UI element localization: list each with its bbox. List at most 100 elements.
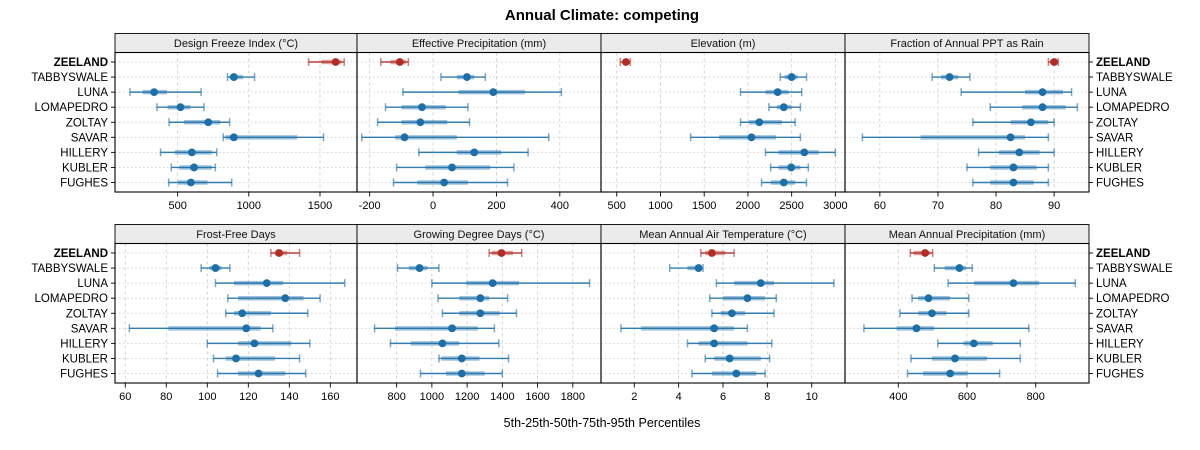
median-dot xyxy=(242,324,251,333)
panel-frost-free-days: Frost-Free Days 60 80 100 120 140 160 ZEELAND TA… xyxy=(31,224,358,403)
row-label-left: SAVAR xyxy=(71,132,108,144)
median-dot xyxy=(710,324,719,333)
median-dot xyxy=(187,148,196,157)
median-dot xyxy=(281,294,290,303)
median-dot xyxy=(488,279,497,288)
tick-label: 600 xyxy=(958,391,976,403)
chart-title: Annual Climate: competing xyxy=(505,7,699,24)
tick-label: 1200 xyxy=(455,391,479,403)
tick-label: 1000 xyxy=(648,200,672,212)
median-dot xyxy=(946,369,955,378)
median-dot xyxy=(1050,58,1059,66)
tick-label: 200 xyxy=(487,200,505,212)
row-label-left: LUNA xyxy=(77,278,108,290)
median-dot xyxy=(800,148,809,157)
median-dot xyxy=(727,309,736,318)
strip-title: Growing Degree Days (°C) xyxy=(414,229,545,241)
median-dot xyxy=(1015,148,1024,157)
tick-label: 10 xyxy=(806,391,818,403)
tick-label: 800 xyxy=(387,391,405,403)
median-dot xyxy=(416,118,425,127)
row-label-left: ZOLTAY xyxy=(66,117,109,129)
row-label-left: KUBLER xyxy=(62,162,108,174)
median-dot xyxy=(497,249,506,257)
panel-fraction-of-annual-ppt-as-rain: Fraction of Annual PPT as Rain 60 70 80 90 ZE… xyxy=(844,33,1173,212)
row-label-right: LOMAPEDRO xyxy=(1096,102,1170,114)
panel-mean-annual-air-temperature-c-: Mean Annual Air Temperature (°C) 2 4 6 8 10 xyxy=(600,224,846,403)
tick-label: 400 xyxy=(551,200,569,212)
median-dot xyxy=(150,88,159,97)
tick-label: 1400 xyxy=(490,391,514,403)
panel-border xyxy=(844,242,1090,384)
median-dot xyxy=(787,163,796,172)
row-label-right: HILLERY xyxy=(1096,147,1144,159)
median-dot xyxy=(238,309,247,318)
strip-title: Elevation (m) xyxy=(691,38,756,50)
median-dot xyxy=(331,58,340,66)
tick-label: 1800 xyxy=(561,391,585,403)
median-dot xyxy=(912,324,921,333)
median-dot xyxy=(229,133,238,142)
tick-label: 70 xyxy=(932,200,944,212)
row-label-left: ZEELAND xyxy=(54,57,108,69)
median-dot xyxy=(945,73,954,81)
median-dot xyxy=(275,249,283,257)
tick-label: 90 xyxy=(1048,200,1060,212)
median-dot xyxy=(186,178,195,187)
row-label-right: ZOLTAY xyxy=(1096,117,1139,129)
tick-label: 60 xyxy=(119,391,131,403)
median-dot xyxy=(476,309,485,318)
row-label-left: KUBLER xyxy=(62,353,108,365)
row-label-right: SAVAR xyxy=(1096,323,1133,335)
row-label-right: KUBLER xyxy=(1096,162,1142,174)
tick-label: 500 xyxy=(608,200,626,212)
tick-label: 100 xyxy=(198,391,216,403)
row-label-right: LUNA xyxy=(1096,278,1127,290)
tick-label: 2500 xyxy=(779,200,803,212)
median-dot xyxy=(779,103,788,112)
median-dot xyxy=(969,339,978,348)
median-dot xyxy=(476,294,485,303)
row-label-right: TABBYSWALE xyxy=(1096,263,1173,275)
tick-label: 500 xyxy=(168,200,186,212)
median-dot xyxy=(622,58,630,66)
panel-mean-annual-precipitation-mm-: Mean Annual Precipitation (mm) 400 600 800 Z… xyxy=(844,224,1173,403)
median-dot xyxy=(747,133,756,142)
median-dot xyxy=(262,279,271,288)
median-dot xyxy=(470,148,479,157)
median-dot xyxy=(448,324,457,333)
tick-label: 1000 xyxy=(420,391,444,403)
row-label-left: FUGHES xyxy=(60,369,108,381)
median-dot xyxy=(418,103,426,112)
panel-elevation-m-: Elevation (m) 500 1000 1500 2000 2500 3000 xyxy=(600,33,848,212)
tick-label: 400 xyxy=(889,391,907,403)
median-dot xyxy=(1009,178,1018,187)
row-label-right: FUGHES xyxy=(1096,178,1144,190)
strip-title: Design Freeze Index (°C) xyxy=(174,38,298,50)
strip-title: Frost-Free Days xyxy=(196,229,276,241)
row-label-right: TABBYSWALE xyxy=(1096,72,1173,84)
row-label-right: ZEELAND xyxy=(1096,57,1150,69)
row-label-left: HILLERY xyxy=(60,338,108,350)
panel-border xyxy=(844,51,1090,193)
row-label-left: HILLERY xyxy=(60,147,108,159)
tick-label: 120 xyxy=(239,391,257,403)
panel-effective-precipitation-mm-: Effective Precipitation (mm) -200 0 200 400 xyxy=(356,33,602,212)
tick-label: 0 xyxy=(430,200,436,212)
panels-group: Design Freeze Index (°C)500 1000 1500ZEELA… xyxy=(31,33,1173,403)
median-dot xyxy=(232,354,240,363)
tick-label: 2000 xyxy=(736,200,760,212)
row-label-right: LOMAPEDRO xyxy=(1096,293,1170,305)
median-dot xyxy=(951,354,959,363)
median-dot xyxy=(743,294,752,303)
panel-growing-degree-days-c-: Growing Degree Days (°C) 800 1000 1200 1400 1… xyxy=(356,224,602,403)
row-label-left: LOMAPEDRO xyxy=(35,293,109,305)
median-dot xyxy=(928,309,936,318)
median-dot xyxy=(448,163,456,172)
median-dot xyxy=(211,264,220,272)
median-dot xyxy=(1009,163,1018,172)
axis-caption: 5th-25th-50th-75th-95th Percentiles xyxy=(504,416,701,430)
median-dot xyxy=(176,103,185,112)
row-label-right: ZEELAND xyxy=(1096,248,1150,260)
